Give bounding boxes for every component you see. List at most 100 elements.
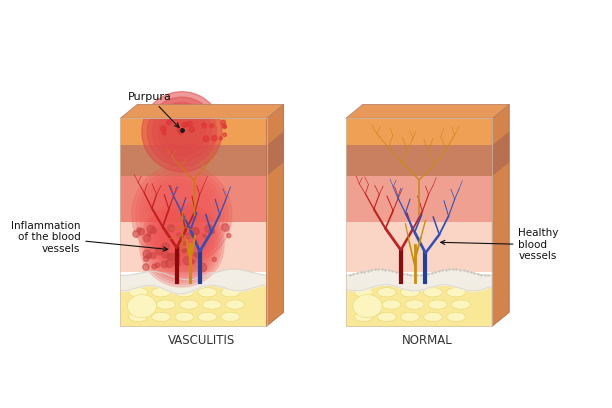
Ellipse shape xyxy=(127,295,157,318)
Ellipse shape xyxy=(400,312,419,322)
Circle shape xyxy=(155,248,163,255)
Polygon shape xyxy=(267,104,283,326)
Circle shape xyxy=(162,251,169,258)
Circle shape xyxy=(158,108,206,155)
Circle shape xyxy=(211,231,214,233)
Bar xyxy=(121,222,267,272)
Circle shape xyxy=(184,122,188,126)
Circle shape xyxy=(147,233,151,236)
Ellipse shape xyxy=(382,300,401,309)
Ellipse shape xyxy=(129,312,147,322)
Circle shape xyxy=(133,231,140,237)
Circle shape xyxy=(192,228,200,235)
Text: Healthy
blood
vessels: Healthy blood vessels xyxy=(441,228,559,262)
Circle shape xyxy=(221,120,225,124)
Ellipse shape xyxy=(175,288,194,297)
Circle shape xyxy=(187,121,192,126)
Circle shape xyxy=(186,233,192,239)
Circle shape xyxy=(192,259,195,263)
Circle shape xyxy=(155,219,208,271)
Ellipse shape xyxy=(175,312,194,322)
Circle shape xyxy=(147,180,217,249)
Ellipse shape xyxy=(354,288,373,297)
Circle shape xyxy=(177,233,181,237)
Ellipse shape xyxy=(424,288,442,297)
Circle shape xyxy=(173,253,180,259)
Ellipse shape xyxy=(198,312,217,322)
Text: Inflammation
of the blood
vessels: Inflammation of the blood vessels xyxy=(11,221,168,254)
Circle shape xyxy=(166,259,173,267)
Circle shape xyxy=(146,209,217,280)
Circle shape xyxy=(163,113,200,150)
Ellipse shape xyxy=(198,288,217,297)
Ellipse shape xyxy=(203,300,222,309)
Ellipse shape xyxy=(354,312,373,322)
Circle shape xyxy=(143,250,151,258)
Text: NORMAL: NORMAL xyxy=(402,333,453,346)
Circle shape xyxy=(140,172,224,257)
Circle shape xyxy=(174,260,180,266)
Circle shape xyxy=(190,260,194,264)
Circle shape xyxy=(189,127,195,132)
Circle shape xyxy=(209,228,214,233)
Circle shape xyxy=(147,97,217,166)
Circle shape xyxy=(203,234,206,237)
Circle shape xyxy=(222,224,229,231)
Circle shape xyxy=(223,126,226,129)
Circle shape xyxy=(140,202,224,287)
Ellipse shape xyxy=(405,300,424,309)
Bar xyxy=(121,118,267,145)
Circle shape xyxy=(138,228,144,235)
Circle shape xyxy=(143,256,149,262)
Circle shape xyxy=(169,253,176,261)
Ellipse shape xyxy=(447,288,466,297)
Circle shape xyxy=(179,131,183,135)
Polygon shape xyxy=(267,131,283,176)
Ellipse shape xyxy=(451,300,470,309)
Ellipse shape xyxy=(129,288,147,297)
Circle shape xyxy=(182,122,187,127)
Bar xyxy=(121,118,267,326)
Circle shape xyxy=(142,92,222,172)
Circle shape xyxy=(193,228,199,234)
Ellipse shape xyxy=(152,288,171,297)
Circle shape xyxy=(151,184,212,245)
Circle shape xyxy=(219,137,222,140)
Text: VASCULITIS: VASCULITIS xyxy=(168,333,236,346)
Circle shape xyxy=(154,216,211,273)
Circle shape xyxy=(155,263,160,268)
Bar xyxy=(121,145,267,176)
Circle shape xyxy=(162,131,166,135)
Polygon shape xyxy=(121,104,283,118)
Polygon shape xyxy=(492,104,509,326)
Circle shape xyxy=(143,264,149,271)
Circle shape xyxy=(210,124,214,128)
Circle shape xyxy=(147,225,155,233)
Ellipse shape xyxy=(378,312,397,322)
Bar xyxy=(346,222,492,272)
Circle shape xyxy=(152,102,211,161)
Circle shape xyxy=(205,225,213,233)
Circle shape xyxy=(198,264,207,272)
Circle shape xyxy=(202,123,207,128)
Ellipse shape xyxy=(428,300,447,309)
Circle shape xyxy=(182,248,186,253)
Circle shape xyxy=(144,207,220,282)
Circle shape xyxy=(182,242,186,245)
Circle shape xyxy=(222,124,226,128)
Circle shape xyxy=(203,136,209,142)
Circle shape xyxy=(162,243,170,251)
Bar xyxy=(346,286,492,326)
Bar xyxy=(346,145,492,176)
Circle shape xyxy=(161,261,168,268)
Circle shape xyxy=(146,253,151,259)
Circle shape xyxy=(163,226,201,264)
Circle shape xyxy=(184,249,187,252)
Ellipse shape xyxy=(179,300,198,309)
Circle shape xyxy=(142,205,222,285)
Ellipse shape xyxy=(152,312,171,322)
Ellipse shape xyxy=(221,288,240,297)
Circle shape xyxy=(152,264,157,269)
Circle shape xyxy=(168,225,174,232)
Ellipse shape xyxy=(226,300,245,309)
